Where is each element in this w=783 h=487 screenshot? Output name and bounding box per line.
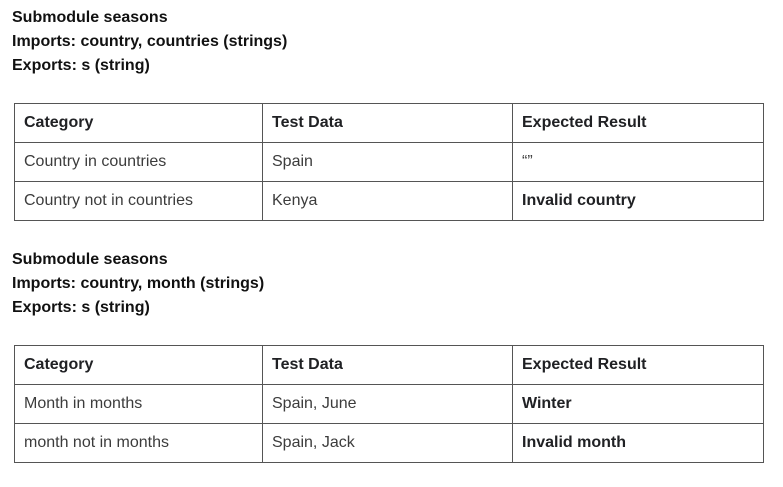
table-row: Country not in countries Kenya Invalid c… — [14, 181, 764, 221]
header-category: Category — [14, 103, 263, 143]
table-row: month not in months Spain, Jack Invalid … — [14, 423, 764, 463]
cell-category: month not in months — [14, 423, 263, 463]
table-header-row: Category Test Data Expected Result — [14, 345, 764, 385]
header-expected-result: Expected Result — [512, 103, 764, 143]
cell-test-data: Kenya — [262, 181, 513, 221]
cell-category: Country in countries — [14, 142, 263, 182]
exports-line: Exports: s (string) — [12, 57, 150, 74]
cell-test-data: Spain, June — [262, 384, 513, 424]
cell-expected-result: Winter — [512, 384, 764, 424]
header-test-data: Test Data — [262, 345, 513, 385]
section-2-heading: Submodule seasons Imports: country, mont… — [12, 248, 264, 320]
header-expected-result: Expected Result — [512, 345, 764, 385]
header-test-data: Test Data — [262, 103, 513, 143]
cell-category: Country not in countries — [14, 181, 263, 221]
table-header-row: Category Test Data Expected Result — [14, 103, 764, 143]
test-table-1: Category Test Data Expected Result Count… — [14, 103, 764, 221]
submodule-title: Submodule seasons — [12, 251, 168, 268]
test-table-2: Category Test Data Expected Result Month… — [14, 345, 764, 463]
cell-test-data: Spain — [262, 142, 513, 182]
header-category: Category — [14, 345, 263, 385]
cell-expected-result: Invalid country — [512, 181, 764, 221]
imports-line: Imports: country, month (strings) — [12, 275, 265, 292]
cell-test-data: Spain, Jack — [262, 423, 513, 463]
cell-expected-result: Invalid month — [512, 423, 764, 463]
cell-category: Month in months — [14, 384, 263, 424]
exports-line: Exports: s (string) — [12, 299, 150, 316]
table-row: Month in months Spain, June Winter — [14, 384, 764, 424]
submodule-title: Submodule seasons — [12, 9, 168, 26]
table-row: Country in countries Spain “” — [14, 142, 764, 182]
imports-line: Imports: country, countries (strings) — [12, 33, 288, 50]
cell-expected-result: “” — [512, 142, 764, 182]
section-1-heading: Submodule seasons Imports: country, coun… — [12, 6, 287, 78]
